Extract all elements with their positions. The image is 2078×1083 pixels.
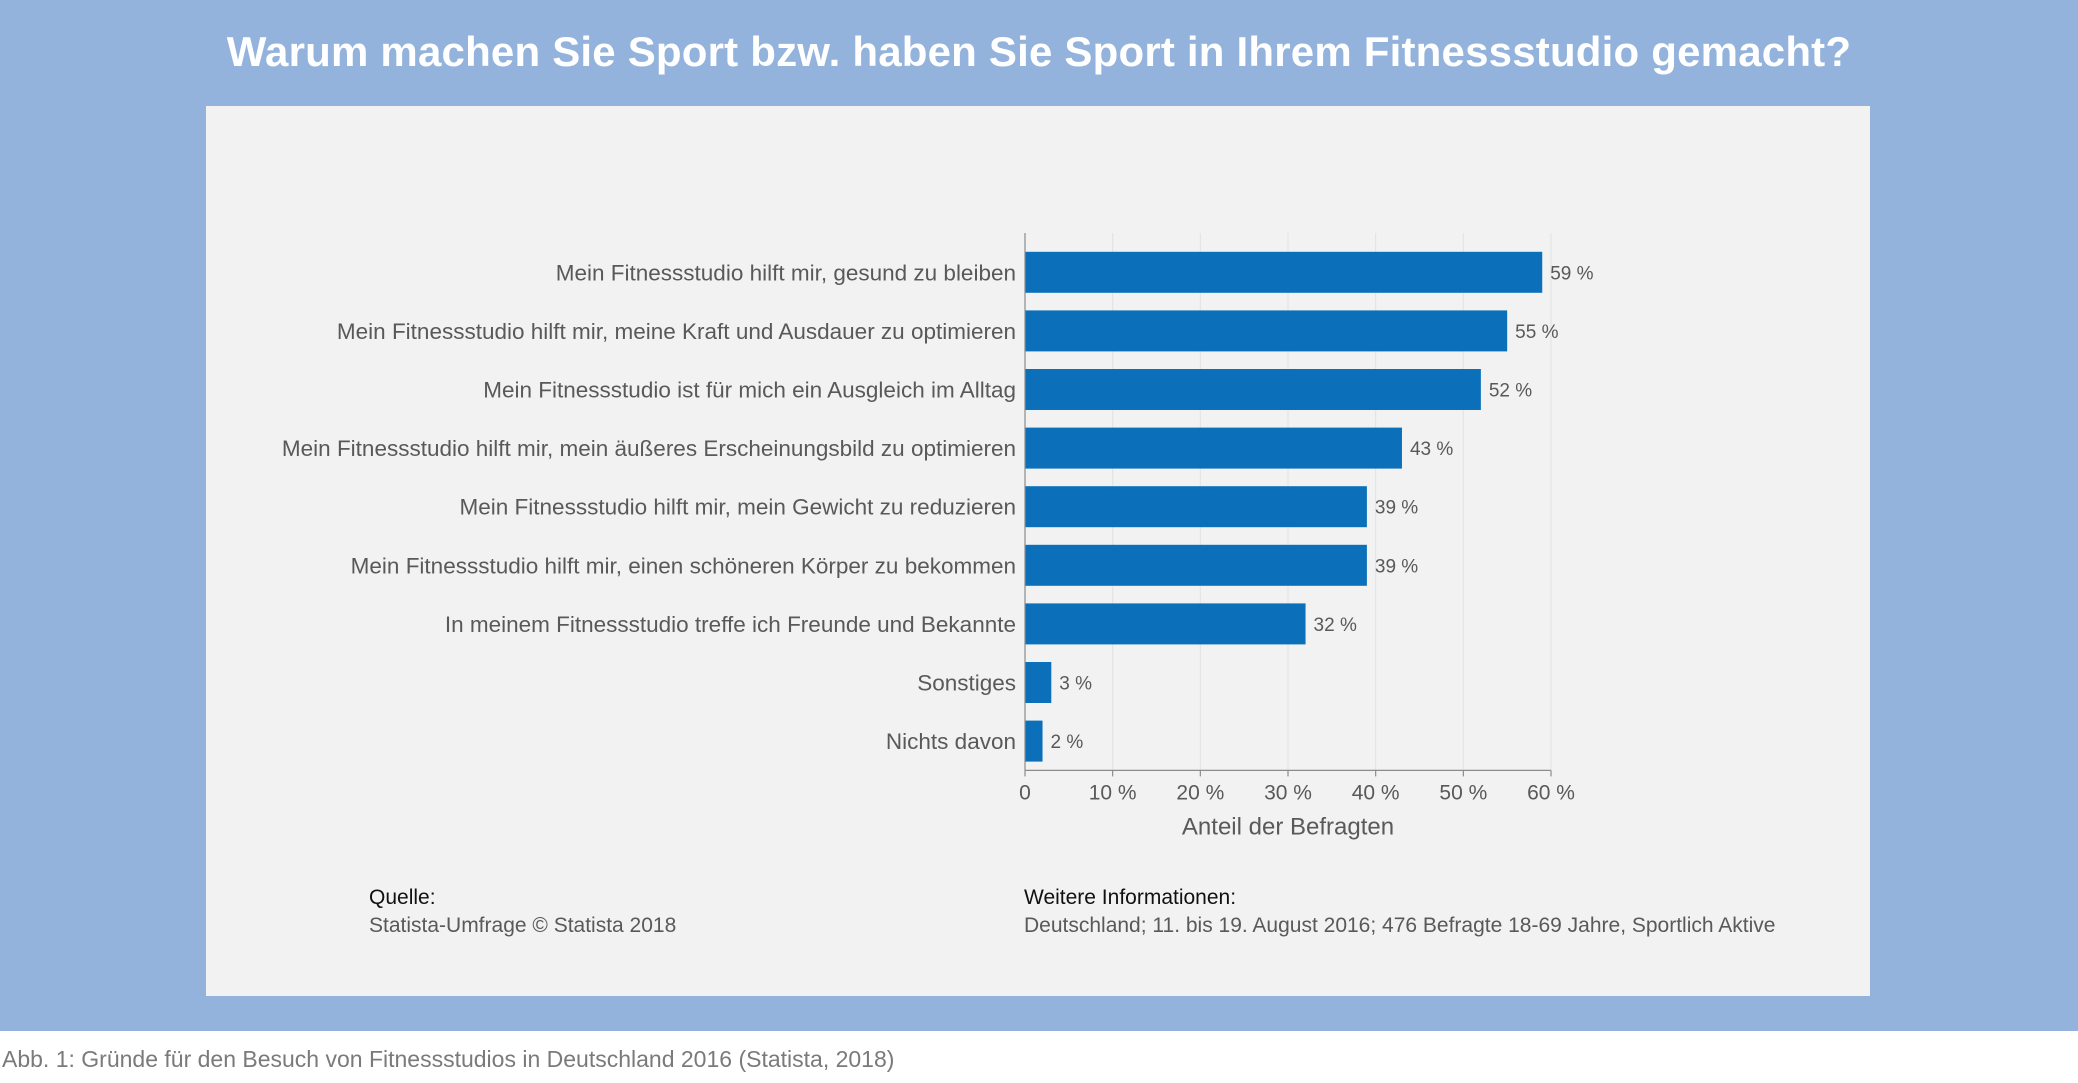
bar (1025, 603, 1306, 645)
info-text: Deutschland; 11. bis 19. August 2016; 47… (1024, 914, 1776, 937)
source-text: Statista-Umfrage © Statista 2018 (369, 914, 677, 937)
figure-caption: Abb. 1: Gründe für den Besuch von Fitnes… (2, 1046, 895, 1072)
x-tick-label: 10 % (1089, 781, 1137, 804)
category-label: Nichts davon (886, 729, 1016, 754)
bar (1025, 486, 1367, 528)
info-heading: Weitere Informationen: (1024, 886, 1237, 909)
x-tick-label: 40 % (1352, 781, 1400, 804)
value-label: 43 % (1410, 439, 1453, 460)
value-label: 59 % (1550, 263, 1593, 284)
bar (1025, 662, 1052, 703)
value-label: 39 % (1375, 498, 1418, 519)
value-label: 3 % (1059, 674, 1092, 695)
category-label: Mein Fitnessstudio hilft mir, gesund zu … (556, 260, 1016, 285)
bar-chart: Mein Fitnessstudio hilft mir, gesund zu … (282, 233, 1594, 840)
category-label: Mein Fitnessstudio hilft mir, mein Gewic… (460, 495, 1016, 520)
chart-frame: Warum machen Sie Sport bzw. haben Sie Sp… (0, 0, 2078, 1031)
source-heading: Quelle: (369, 886, 436, 909)
x-tick-label: 0 (1019, 781, 1031, 804)
chart-panel: Mein Fitnessstudio hilft mir, gesund zu … (206, 106, 1870, 996)
bar (1025, 310, 1508, 352)
x-tick-label: 20 % (1176, 781, 1224, 804)
bar (1025, 427, 1402, 469)
bar (1025, 251, 1543, 293)
chart-title: Warum machen Sie Sport bzw. haben Sie Sp… (226, 28, 1852, 75)
category-label: Mein Fitnessstudio hilft mir, meine Kraf… (337, 319, 1016, 344)
value-label: 52 % (1489, 381, 1532, 402)
category-label: In meinem Fitnessstudio treffe ich Freun… (445, 612, 1016, 637)
bar (1025, 369, 1481, 410)
x-tick-label: 50 % (1439, 781, 1487, 804)
category-label: Sonstiges (917, 671, 1016, 696)
value-label: 55 % (1515, 322, 1558, 343)
x-tick-label: 60 % (1527, 781, 1575, 804)
category-label: Mein Fitnessstudio hilft mir, einen schö… (351, 553, 1016, 578)
value-label: 39 % (1375, 556, 1418, 577)
bar (1025, 544, 1367, 586)
value-label: 32 % (1314, 615, 1357, 636)
value-label: 2 % (1051, 732, 1084, 753)
x-tick-label: 30 % (1264, 781, 1312, 804)
category-label: Mein Fitnessstudio hilft mir, mein äußer… (282, 436, 1016, 461)
x-axis-title: Anteil der Befragten (1182, 813, 1394, 840)
category-label: Mein Fitnessstudio ist für mich ein Ausg… (483, 378, 1016, 403)
bar (1025, 720, 1043, 762)
